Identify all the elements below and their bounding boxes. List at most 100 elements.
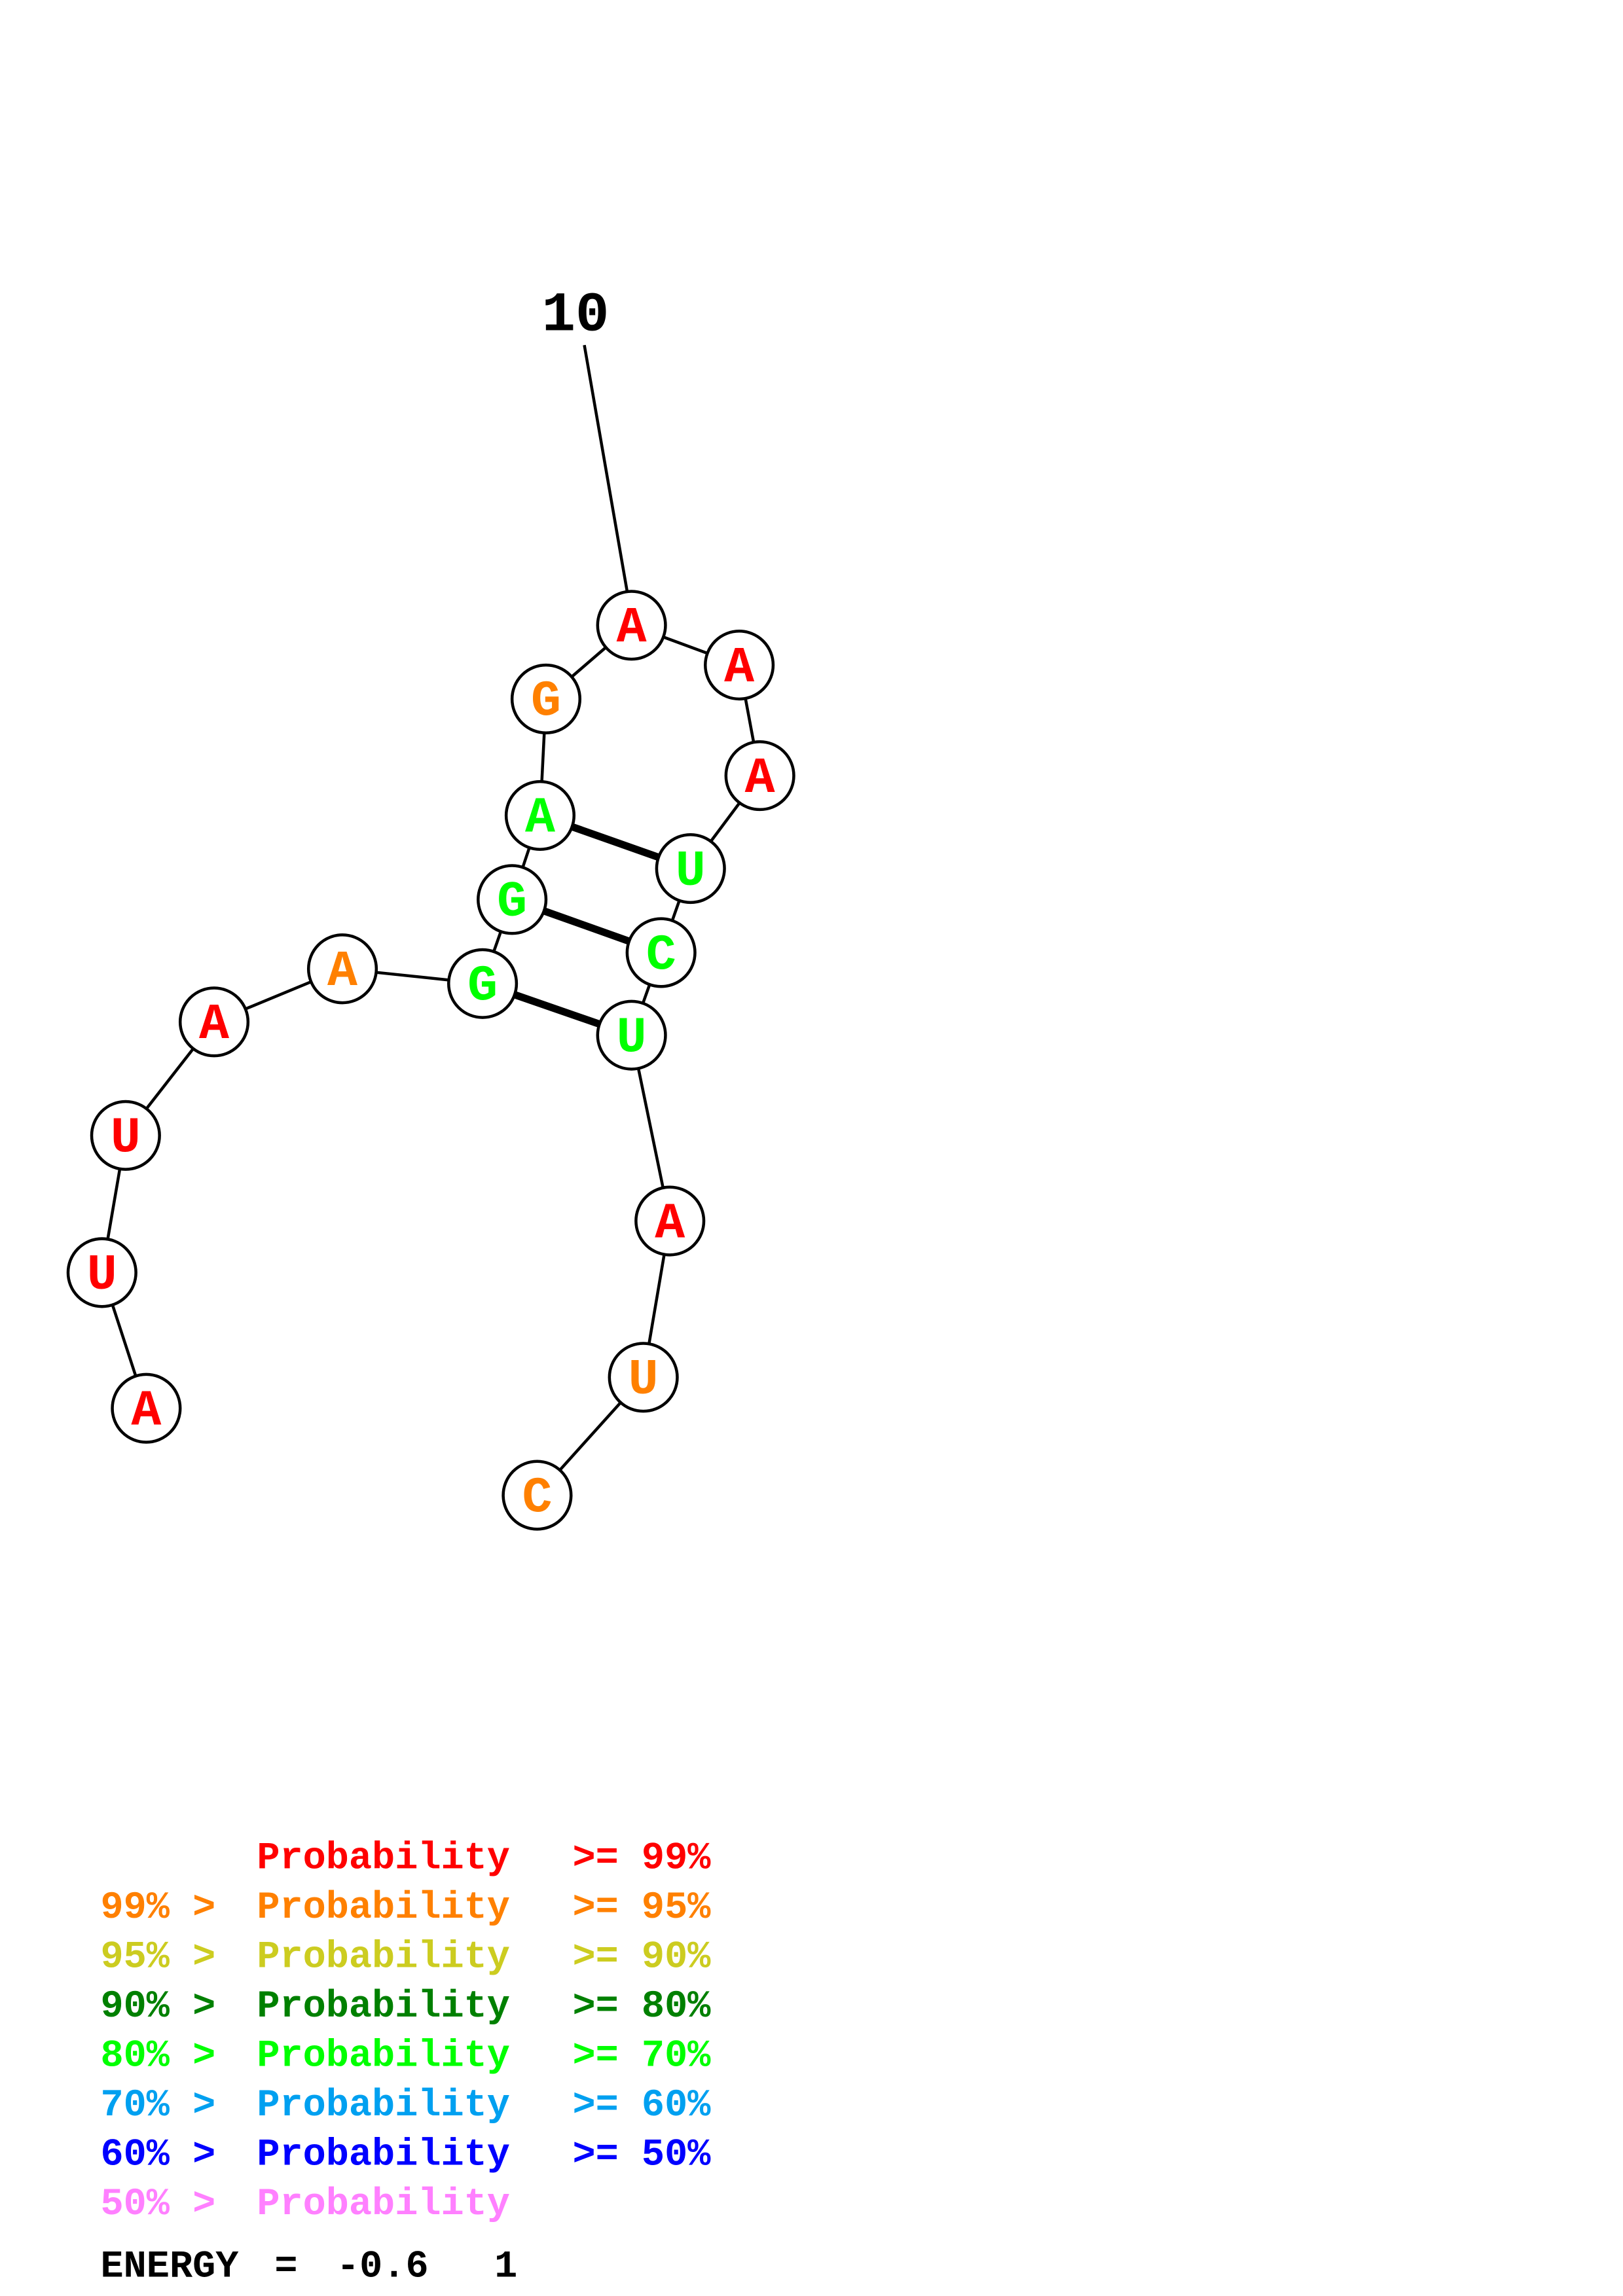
nucleotide-base: G bbox=[497, 874, 527, 931]
nucleotide: U bbox=[66, 1237, 137, 1308]
nucleotide: A bbox=[596, 590, 667, 661]
backbone bbox=[106, 636, 756, 1471]
nucleotide: A bbox=[111, 1372, 182, 1444]
legend-entry: Probability >= 99% bbox=[257, 1837, 711, 1880]
legend-suffix: >= 99% bbox=[573, 1837, 712, 1880]
backbone-link bbox=[641, 984, 651, 1004]
energy-value: -0.6 bbox=[337, 2245, 429, 2289]
nucleotide-base: U bbox=[111, 1111, 141, 1168]
nucleotide-circle bbox=[111, 1372, 182, 1444]
nucleotide: A bbox=[178, 986, 250, 1058]
nucleotide-circle bbox=[501, 1460, 573, 1531]
backbone-link bbox=[709, 802, 741, 842]
nucleotide-circle bbox=[596, 999, 667, 1071]
legend-label: Probability bbox=[257, 2034, 510, 2078]
backbone-link bbox=[636, 1067, 665, 1189]
nucleotide: G bbox=[477, 864, 548, 935]
legend-label: Probability bbox=[257, 1984, 510, 2028]
nucleotide: G bbox=[510, 663, 582, 735]
legend-label: Probability bbox=[257, 1935, 510, 1979]
nucleotide-circle bbox=[477, 864, 548, 935]
backbone-link bbox=[376, 971, 449, 982]
nucleotide: A bbox=[634, 1185, 706, 1257]
backbone-link bbox=[540, 732, 546, 782]
legend-prefix: 50% > bbox=[101, 2182, 216, 2226]
legend-entry: 90% > Probability >= 80% bbox=[101, 1984, 712, 2028]
legend-label: Probability bbox=[257, 2182, 510, 2226]
backbone-link bbox=[245, 980, 312, 1011]
nucleotide-circle bbox=[625, 917, 697, 988]
nucleotide-base: A bbox=[199, 997, 229, 1054]
energy-label: ENERGY bbox=[101, 2245, 240, 2289]
nucleotide-base: A bbox=[617, 600, 647, 657]
legend-prefix: 95% > bbox=[101, 1935, 216, 1979]
nucleotide-base: A bbox=[327, 944, 357, 1001]
nucleotide: C bbox=[625, 917, 697, 988]
nucleotide: G bbox=[447, 948, 519, 1019]
base-pair-bond bbox=[543, 907, 630, 945]
nucleotide-circle bbox=[608, 1342, 679, 1413]
nucleotide: U bbox=[90, 1100, 161, 1171]
position-label: 10 bbox=[542, 284, 610, 348]
position-10-pointer bbox=[583, 344, 629, 592]
legend-prefix: 90% > bbox=[101, 1984, 216, 2028]
nucleotide-circle bbox=[447, 948, 519, 1019]
nucleotide-base: A bbox=[655, 1196, 685, 1253]
nucleotide: U bbox=[655, 833, 726, 905]
legend-prefix: 70% > bbox=[101, 2083, 216, 2127]
probability-legend: Probability >= 99% 99% > Probability >= 95% 9… bbox=[101, 1837, 712, 2226]
nucleotide: C bbox=[501, 1460, 573, 1531]
nucleotide: U bbox=[596, 999, 667, 1071]
backbone-link bbox=[106, 1168, 122, 1240]
nucleotide-base: C bbox=[646, 927, 676, 984]
energy-equals: = bbox=[274, 2245, 297, 2289]
legend-entry: 95% > Probability >= 90% bbox=[101, 1935, 712, 1979]
legend-prefix: 99% > bbox=[101, 1886, 216, 1929]
legend-suffix: >= 60% bbox=[573, 2083, 712, 2127]
legend-suffix: >= 70% bbox=[573, 2034, 712, 2078]
backbone-link bbox=[111, 1304, 137, 1377]
nucleotide-base: U bbox=[87, 1247, 117, 1304]
backbone-link bbox=[570, 646, 607, 678]
nucleotide: A bbox=[306, 933, 378, 1005]
nucleotide-circle bbox=[634, 1185, 706, 1257]
legend-label: Probability bbox=[257, 2083, 510, 2127]
nucleotide-circle bbox=[306, 933, 378, 1005]
legend-entry: 50% > Probability bbox=[101, 2182, 510, 2226]
legend-suffix: >= 95% bbox=[573, 1886, 712, 1929]
nucleotide-circle bbox=[66, 1237, 137, 1308]
backbone-link bbox=[145, 1047, 194, 1110]
nucleotide: U bbox=[608, 1342, 679, 1413]
nucleotide-base: A bbox=[745, 751, 775, 808]
legend-label: Probability bbox=[257, 1886, 510, 1929]
nucleotide-circle bbox=[655, 833, 726, 905]
nucleotide-base: A bbox=[131, 1383, 161, 1440]
nucleotide-circle bbox=[90, 1100, 161, 1171]
nucleotide-circle bbox=[724, 740, 795, 812]
nucleotide-circle bbox=[504, 780, 576, 852]
nucleotide-circle bbox=[596, 590, 667, 661]
nucleotide-circle bbox=[178, 986, 250, 1058]
nucleotide: A bbox=[704, 630, 775, 701]
nucleotide-base: G bbox=[531, 674, 561, 731]
nucleotide-base: U bbox=[629, 1352, 659, 1409]
backbone-link bbox=[492, 931, 503, 952]
legend-suffix: >= 90% bbox=[573, 1935, 712, 1979]
nucleotide-base: C bbox=[522, 1470, 552, 1527]
energy-readout: ENERGY = -0.6 1 bbox=[101, 2245, 518, 2289]
nucleotide-base: G bbox=[467, 959, 498, 1016]
backbone-link bbox=[744, 698, 756, 743]
backbone-link bbox=[558, 1401, 622, 1471]
backbone-link bbox=[663, 636, 708, 655]
nucleotide: A bbox=[504, 780, 576, 852]
legend-prefix: 80% > bbox=[101, 2034, 216, 2078]
legend-suffix: >= 50% bbox=[573, 2132, 712, 2176]
backbone-link bbox=[647, 1254, 666, 1344]
legend-label: Probability bbox=[257, 1837, 510, 1880]
legend-prefix: 60% > bbox=[101, 2132, 216, 2176]
base-pair-bond bbox=[570, 823, 660, 861]
legend-entry: 80% > Probability >= 70% bbox=[101, 2034, 712, 2078]
nucleotide-base: A bbox=[525, 791, 555, 848]
legend-label: Probability bbox=[257, 2132, 510, 2176]
